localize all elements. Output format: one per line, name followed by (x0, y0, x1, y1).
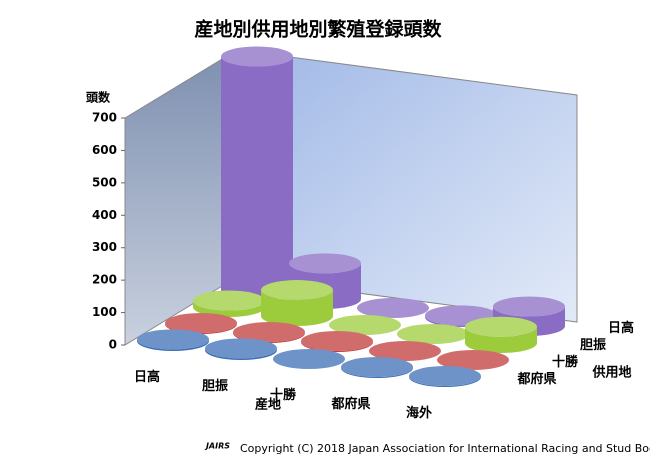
cylinder (221, 46, 293, 301)
z-axis-label: 供用地 (591, 365, 631, 381)
cylinder (193, 290, 265, 317)
cylinder-top (397, 324, 469, 344)
cylinder-top (341, 357, 413, 378)
cylinder-top (357, 298, 429, 318)
cylinder (301, 331, 373, 352)
cylinder-body (205, 348, 277, 360)
cylinder-top (193, 290, 265, 311)
cylinder-top (409, 366, 481, 387)
cylinder-top (329, 315, 401, 335)
x-tick-label: 胆振 (202, 378, 228, 394)
cylinder-top (205, 338, 277, 359)
y-tick-label: 600 (92, 143, 117, 157)
cylinder-body (137, 339, 209, 351)
y-tick-label: 100 (92, 305, 117, 319)
cylinder-top (437, 350, 509, 370)
cylinder (205, 338, 277, 360)
cylinder-body (465, 326, 537, 353)
chart-title: 産地別供用地別繁殖登録頭数 (194, 18, 442, 41)
cylinder (369, 341, 441, 361)
cylinder-top (493, 296, 565, 317)
y-tick-label: 300 (92, 240, 117, 254)
cylinder (233, 322, 305, 343)
cylinder (261, 280, 333, 326)
cylinder-body (261, 290, 333, 326)
copyright: Copyright (C) 2018 Japan Association for… (240, 442, 650, 455)
y-tick-label: 500 (92, 175, 117, 189)
cylinder (465, 316, 537, 353)
series-label: 日高 (608, 320, 634, 336)
cylinder-top (369, 341, 441, 361)
cylinder-top (137, 329, 209, 350)
logo: JAIRS (204, 442, 230, 451)
y-tick-label: 700 (92, 111, 117, 125)
cylinder-top (273, 349, 345, 369)
cylinder (137, 329, 209, 351)
x-tick-label: 十勝 (270, 387, 297, 403)
cylinder-top (233, 322, 305, 343)
cylinder (357, 298, 429, 318)
cylinder (273, 349, 345, 369)
cylinder (329, 315, 401, 335)
cylinder-top (301, 331, 373, 352)
cylinder-body (193, 300, 265, 317)
cylinder-top (261, 280, 333, 301)
x-tick-label: 海外 (406, 405, 432, 421)
cylinder-top (165, 313, 237, 334)
cylinder (409, 366, 481, 387)
cylinder-top (465, 316, 537, 337)
cylinder (341, 357, 413, 378)
x-tick-label: 都府県 (330, 396, 370, 412)
series-label: 十勝 (552, 354, 579, 370)
x-tick-label: 日高 (134, 369, 160, 385)
cylinder (165, 313, 237, 334)
cylinder-top (289, 253, 361, 274)
cylinder (437, 350, 509, 370)
y-tick-label: 200 (92, 273, 117, 287)
y-tick-label: 0 (109, 338, 117, 352)
series-label: 都府県 (516, 371, 556, 387)
y-axis-label: 頭数 (86, 90, 111, 105)
x-axis-label: 産地 (255, 397, 281, 413)
cylinder (397, 324, 469, 344)
cylinder-body (221, 56, 293, 301)
y-tick-label: 400 (92, 208, 117, 222)
series-label: 胆振 (580, 337, 606, 353)
cylinder-top (221, 46, 293, 67)
